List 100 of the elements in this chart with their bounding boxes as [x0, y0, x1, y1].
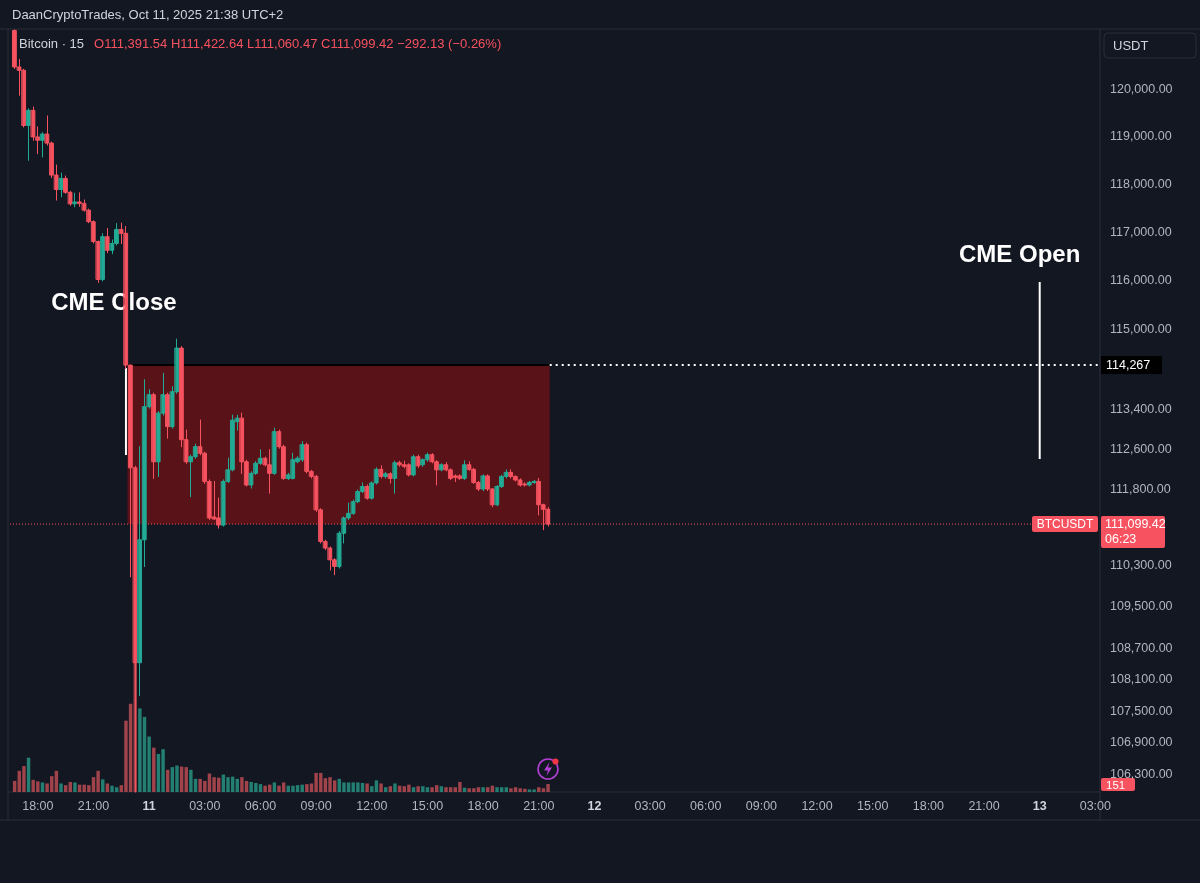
bar — [448, 787, 453, 792]
bar — [421, 786, 425, 792]
candlestick — [151, 392, 156, 479]
y-tick-label: 120,000.00 — [1110, 81, 1173, 96]
candlestick — [480, 474, 486, 492]
bar — [332, 780, 337, 792]
y-axis-title: USDT — [1113, 38, 1149, 54]
bar — [110, 785, 114, 792]
bar — [175, 765, 179, 792]
x-tick-label: 21:00 — [523, 799, 555, 814]
bar — [379, 783, 383, 792]
x-tick-label: 15:00 — [857, 799, 889, 814]
candlestick — [105, 227, 110, 254]
candlestick — [290, 452, 296, 480]
bar — [356, 782, 360, 792]
y-tick-label: 110,300.00 — [1110, 558, 1172, 573]
bar — [388, 786, 393, 792]
bar — [305, 784, 309, 792]
bar — [291, 785, 295, 792]
x-tick-label: 06:00 — [244, 799, 277, 814]
bar — [416, 786, 420, 792]
bar — [300, 784, 304, 792]
bar — [40, 782, 45, 792]
bar — [161, 749, 165, 792]
bar — [96, 770, 100, 792]
candlestick — [40, 132, 45, 158]
text: 06:23 — [1105, 532, 1137, 547]
bar — [281, 782, 286, 792]
bar — [277, 785, 281, 792]
bar — [532, 789, 536, 792]
bar — [537, 787, 541, 792]
bar — [546, 784, 550, 792]
bar — [263, 785, 267, 792]
bar — [342, 782, 346, 792]
candlestick — [26, 108, 31, 161]
bar — [513, 787, 518, 792]
bar — [458, 781, 462, 792]
bar — [226, 777, 230, 792]
bar — [411, 787, 416, 792]
y-tick-label: 113,400.00 — [1110, 401, 1172, 416]
candlestick — [165, 392, 170, 439]
text: Bitcoin · 15 — [19, 36, 85, 51]
x-tick-label: 13 — [1032, 799, 1047, 814]
ref-line-label: CME Open — [959, 240, 1081, 267]
y-tick-label: 119,000.00 — [1110, 128, 1172, 143]
bar — [114, 787, 119, 792]
bar — [73, 782, 77, 792]
y-tick-label: 108,700.00 — [1110, 640, 1173, 655]
candlestick — [508, 469, 514, 479]
text: 111,099.42 — [1105, 517, 1166, 532]
x-tick-label: 18:00 — [912, 799, 945, 814]
y-tick-label: 109,500.00 — [1110, 599, 1173, 614]
x-tick-label: 03:00 — [634, 799, 666, 814]
bar — [495, 787, 499, 792]
bar — [101, 779, 105, 792]
x-tick-label: 03:00 — [189, 799, 221, 814]
candlestick — [406, 463, 412, 477]
bar — [383, 787, 388, 792]
text: DaanCryptoTrades, Oct 11, 2025 21:38 UTC+2 — [12, 7, 284, 22]
candlestick — [457, 474, 463, 480]
bar — [504, 787, 509, 792]
bar — [541, 788, 546, 792]
bar — [59, 783, 63, 792]
bar — [374, 780, 379, 792]
candlestick — [411, 454, 416, 477]
bar — [509, 788, 513, 792]
x-tick-label: 09:00 — [300, 799, 332, 814]
bar — [407, 784, 411, 792]
bar — [444, 787, 448, 792]
ref-line-label: BTCUSDT — [1036, 517, 1094, 532]
x-tick-label: 15:00 — [411, 799, 444, 814]
bar — [476, 787, 481, 792]
bar — [212, 777, 216, 792]
x-tick-label: 12 — [587, 799, 602, 814]
bar — [486, 787, 490, 792]
y-tick-label: 111,800.00 — [1110, 481, 1171, 496]
y-tick-label: 106,900.00 — [1110, 735, 1173, 750]
candlestick — [392, 460, 398, 494]
x-tick-label: 18:00 — [22, 799, 54, 814]
bar — [105, 783, 110, 792]
candlestick — [388, 472, 393, 484]
candlestick — [72, 192, 78, 208]
x-tick-label: 21:00 — [77, 799, 110, 814]
bar — [328, 777, 332, 792]
x-tick-label: 06:00 — [690, 799, 722, 814]
text: O111,391.54 H111,422.64 L111,060.47 C111,099.42 −292.13 (−0.26%) — [94, 36, 502, 51]
bar — [314, 772, 318, 792]
bar — [240, 777, 244, 792]
bar — [499, 787, 504, 792]
bar — [393, 783, 397, 792]
x-tick-label: 09:00 — [745, 799, 778, 814]
x-tick-label: 12:00 — [356, 799, 388, 814]
y-tick-label: 118,000.00 — [1110, 176, 1172, 191]
candlestick — [439, 463, 444, 472]
bar — [365, 783, 369, 792]
bar — [152, 747, 156, 792]
bar — [272, 782, 277, 792]
candlestick — [522, 482, 528, 487]
candlestick — [100, 233, 105, 282]
y-tick-label: 112,600.00 — [1110, 441, 1172, 456]
